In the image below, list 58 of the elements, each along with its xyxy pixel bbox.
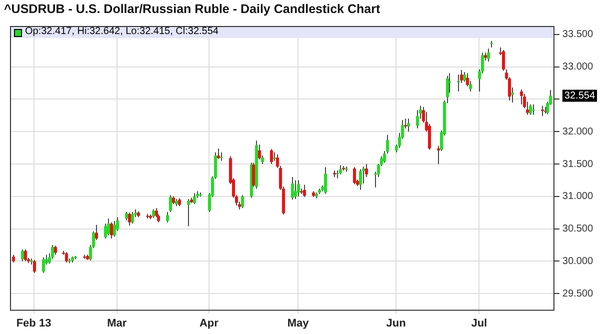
- candlestick: [520, 89, 523, 105]
- candlestick: [336, 170, 339, 179]
- candlestick: [166, 211, 169, 223]
- y-tick-label: 30.000: [562, 256, 594, 267]
- candlestick: [291, 176, 294, 200]
- y-tick-label: 33.000: [562, 62, 594, 73]
- candlestick: [131, 211, 134, 224]
- candlestick: [297, 180, 300, 197]
- candlestick: [339, 164, 342, 175]
- candlestick: [21, 249, 24, 262]
- candlestick: [353, 166, 356, 185]
- candlestick: [193, 192, 196, 205]
- candlestick: [110, 222, 113, 240]
- candlestick: [416, 110, 419, 129]
- candlestick: [42, 256, 45, 274]
- candlestick: [541, 105, 544, 117]
- candlestick: [532, 104, 535, 116]
- x-tick-label: Jun: [386, 317, 406, 330]
- candlestick: [128, 212, 131, 226]
- x-tick-label: Mar: [107, 317, 128, 330]
- candlestick: [24, 249, 27, 262]
- candlestick: [359, 168, 362, 190]
- y-tick-label: 33.500: [562, 29, 594, 40]
- y-tick-label: 31.500: [562, 158, 594, 170]
- candlestick: [529, 104, 532, 116]
- x-tick-label: Jul: [471, 317, 488, 330]
- candlestick: [169, 194, 172, 212]
- candlestick: [324, 166, 327, 194]
- candlestick: [407, 118, 410, 132]
- candlestick: [511, 87, 514, 103]
- candlestick: [65, 252, 68, 263]
- candlestick: [502, 49, 505, 72]
- candlestick: [487, 48, 490, 62]
- y-tick-label: 31.000: [562, 191, 594, 202]
- candlestick: [303, 184, 306, 198]
- candlestick: [217, 148, 220, 160]
- candlestick: [107, 218, 110, 236]
- candlestick: [270, 148, 273, 165]
- y-tick-label: 29.500: [562, 288, 594, 300]
- text: 32.554: [564, 90, 596, 102]
- candlestick: [95, 224, 98, 240]
- candlestick: [33, 259, 36, 274]
- candlestick: [463, 72, 466, 82]
- annotation: Op:32.417, Hi:32.642, Lo:32.415, Cl:32.554: [25, 26, 218, 38]
- candlestick: [457, 74, 460, 92]
- x-tick-label: Feb 13: [16, 317, 52, 330]
- y-tick-label: 30.500: [562, 224, 594, 235]
- x-tick-label: Apr: [199, 317, 220, 330]
- candlestick: [113, 220, 116, 238]
- candlestick: [187, 198, 190, 227]
- candlestick: [294, 180, 297, 200]
- x-tick-label: May: [287, 317, 310, 330]
- candlestick: [54, 245, 57, 256]
- y-tick-label: 32.000: [562, 126, 594, 138]
- candlestick: [404, 118, 407, 129]
- chart-title: ^USDRUB - U.S. Dollar/Russian Ruble - Daily Candlestick Chart: [4, 2, 380, 16]
- candlestick: [241, 194, 244, 209]
- candlestick: [258, 144, 261, 160]
